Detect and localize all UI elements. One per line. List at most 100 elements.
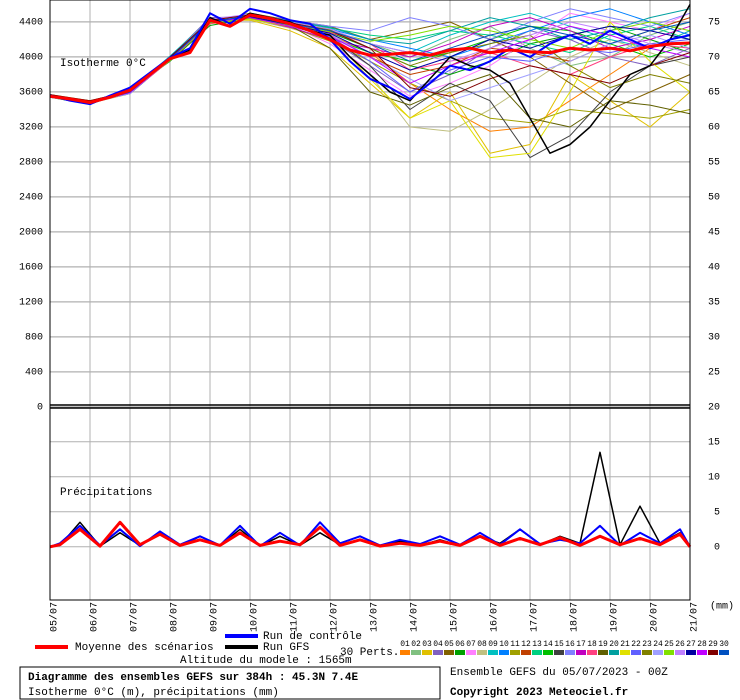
x-tick-label: 21/07 xyxy=(689,602,701,632)
legend-swatch xyxy=(444,650,454,655)
x-tick-label: 05/07 xyxy=(49,602,61,632)
legend-label: 13 xyxy=(532,640,542,649)
y-tick-label: 3200 xyxy=(19,123,43,134)
x-tick-label: 15/07 xyxy=(449,602,461,632)
x-tick-label: 12/07 xyxy=(329,602,341,632)
plot-frame xyxy=(49,0,691,601)
legend-swatch xyxy=(708,650,718,655)
legend-label: 22 xyxy=(631,640,641,649)
legend-swatch xyxy=(499,650,509,655)
y2-tick-label: 20 xyxy=(708,402,720,413)
y2-tick-label: 70 xyxy=(708,52,720,63)
y2-tick-label: 15 xyxy=(708,437,720,448)
x-tick-label: 16/07 xyxy=(489,602,501,632)
legend-label: 11 xyxy=(510,640,520,649)
x-tick-label: 18/07 xyxy=(569,602,581,632)
legend-label: 24 xyxy=(653,640,663,649)
x-tick-label: 10/07 xyxy=(249,602,261,632)
legend-swatch xyxy=(642,650,652,655)
legend-label: 26 xyxy=(675,640,685,649)
legend-label: 18 xyxy=(587,640,597,649)
y2-tick-label: 75 xyxy=(708,17,720,28)
legend-swatch xyxy=(532,650,542,655)
legend-label: 23 xyxy=(642,640,652,649)
y2-tick-label: 50 xyxy=(708,192,720,203)
legend-label: 06 xyxy=(455,640,465,649)
legend-swatch xyxy=(598,650,608,655)
y2-tick-label: 40 xyxy=(708,262,720,273)
x-tick-label: 08/07 xyxy=(169,602,181,632)
series-line xyxy=(49,520,692,549)
y-tick-label: 1600 xyxy=(19,263,43,274)
y-tick-label: 400 xyxy=(25,368,43,379)
legend-swatch xyxy=(488,650,498,655)
legend-label: 16 xyxy=(565,640,575,649)
legend-swatch xyxy=(675,650,685,655)
legend-swatch xyxy=(510,650,520,655)
legend-swatch xyxy=(576,650,586,655)
y-tick-label: 2000 xyxy=(19,228,43,239)
legend-label: 08 xyxy=(477,640,487,649)
lines xyxy=(49,4,692,549)
series-line xyxy=(49,13,691,104)
y2-tick-label: 0 xyxy=(714,542,720,553)
legend-swatch xyxy=(620,650,630,655)
legend-label: 02 xyxy=(411,640,421,649)
legend-label: 30 xyxy=(719,640,729,649)
y-tick-label: 2400 xyxy=(19,193,43,204)
legend-swatch xyxy=(565,650,575,655)
legend-swatch xyxy=(587,650,597,655)
y2-tick-label: 10 xyxy=(708,472,720,483)
y2-tick-label: 55 xyxy=(708,157,720,168)
x-tick-label: 13/07 xyxy=(369,602,381,632)
legend-label: Run GFS xyxy=(263,642,310,654)
legend-label: 19 xyxy=(598,640,608,649)
x-tick-label: 09/07 xyxy=(209,602,221,632)
legend-swatch xyxy=(400,650,410,655)
legend-label: 20 xyxy=(609,640,619,649)
legend-swatch xyxy=(543,650,553,655)
legend-swatch xyxy=(686,650,696,655)
legend-swatch xyxy=(719,650,729,655)
x-tick-label: 20/07 xyxy=(649,602,661,632)
y2-tick-label: 60 xyxy=(708,122,720,133)
legend-swatch xyxy=(477,650,487,655)
legend-label: 05 xyxy=(444,640,454,649)
copyright: Copyright 2023 Meteociel.fr xyxy=(450,687,628,699)
x-tick-label: 11/07 xyxy=(289,602,301,632)
legend-swatch xyxy=(554,650,564,655)
legend-swatch xyxy=(455,650,465,655)
legend-label: 10 xyxy=(499,640,509,649)
legend-swatch xyxy=(422,650,432,655)
perts-label: 30 Perts. xyxy=(340,647,399,659)
grid xyxy=(49,0,691,600)
y-tick-label: 1200 xyxy=(19,298,43,309)
legend-label: 12 xyxy=(521,640,531,649)
y2-tick-label: 45 xyxy=(708,227,720,238)
info-box xyxy=(19,666,441,700)
y-tick-label: 4400 xyxy=(19,18,43,29)
x-tick-label: 06/07 xyxy=(89,602,101,632)
legend-swatch xyxy=(631,650,641,655)
legend-label: 01 xyxy=(400,640,410,649)
legend-label: 15 xyxy=(554,640,564,649)
y-tick-label: 800 xyxy=(25,333,43,344)
y2-tick-label: 35 xyxy=(708,297,720,308)
legend-label: 27 xyxy=(686,640,696,649)
altitude: Altitude du modele : 1565m xyxy=(180,655,352,667)
legend-swatch xyxy=(521,650,531,655)
box-subtitle: Isotherme 0°C (m), précipitations (mm) xyxy=(28,687,279,699)
box-title: Diagramme des ensembles GEFS sur 384h : … xyxy=(28,672,358,684)
precip-label: Précipitations xyxy=(60,487,152,499)
x-tick-label: 17/07 xyxy=(529,602,541,632)
isotherm-label: Isotherme 0°C xyxy=(60,58,146,70)
legend-label: 04 xyxy=(433,640,443,649)
legend-label: 03 xyxy=(422,640,432,649)
legend-swatch xyxy=(411,650,421,655)
legend-label: 25 xyxy=(664,640,674,649)
y-tick-label: 3600 xyxy=(19,88,43,99)
legend-label: Moyenne des scénarios xyxy=(75,642,214,654)
legend-swatch xyxy=(609,650,619,655)
legend-label: 17 xyxy=(576,640,586,649)
